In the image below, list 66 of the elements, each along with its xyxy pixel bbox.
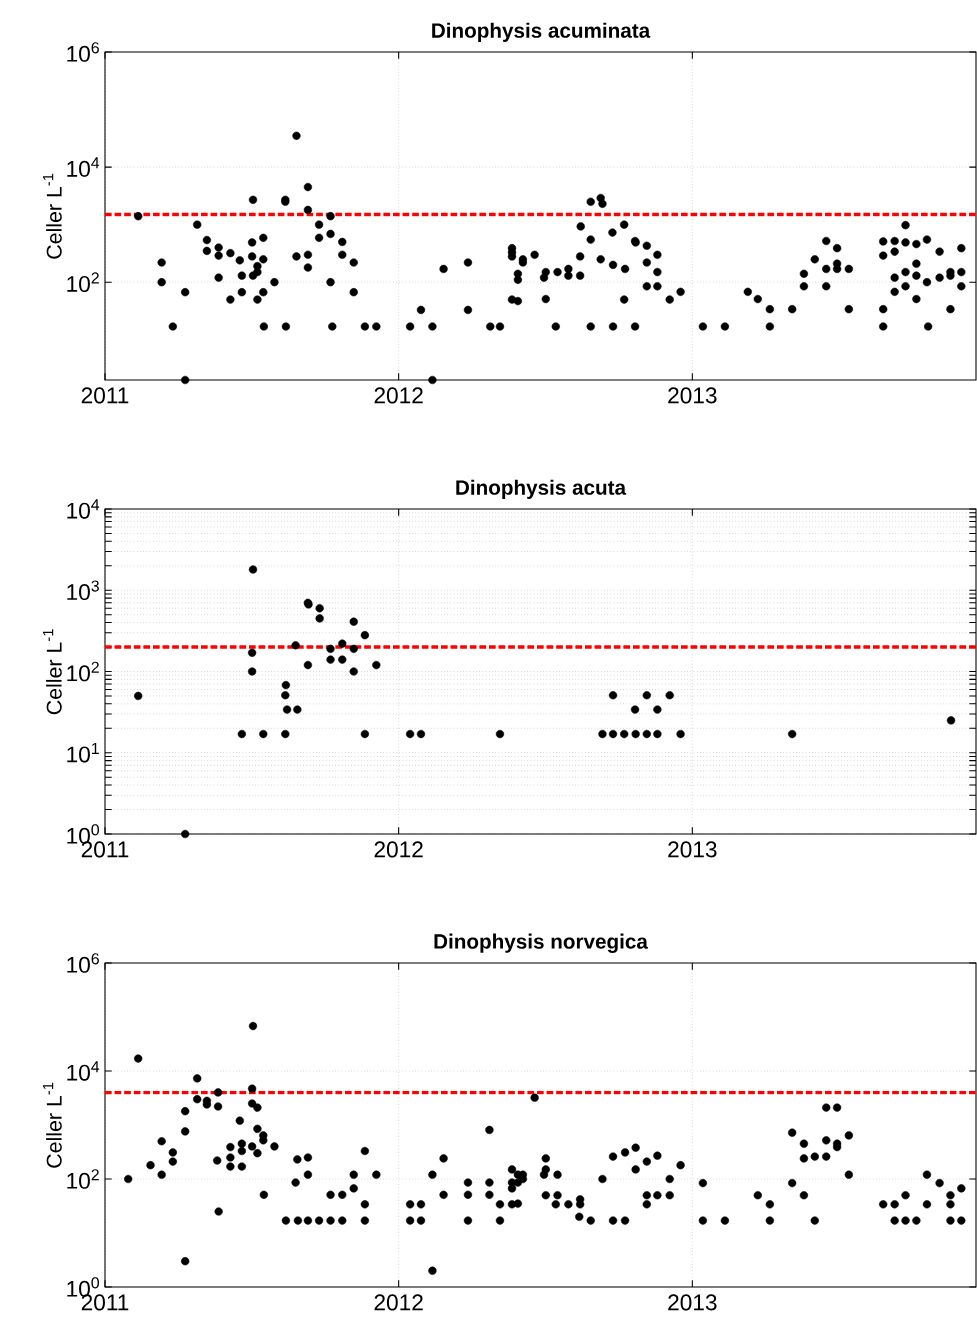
y-tick-label: 10$^{3}$ bbox=[67, 580, 99, 601]
point bbox=[608, 729, 618, 739]
point bbox=[281, 680, 291, 690]
y-tick-label: 10$^{6}$ bbox=[67, 953, 99, 973]
point bbox=[495, 729, 505, 739]
y-tick-label: 10$^{6}$ bbox=[67, 42, 99, 62]
point bbox=[631, 729, 640, 739]
point bbox=[630, 705, 640, 714]
y-tick-label: 10$^{2}$ bbox=[67, 1169, 99, 1189]
y-axis-title: Celler L$^{-1}$ bbox=[42, 629, 62, 715]
point bbox=[360, 729, 370, 739]
point bbox=[315, 604, 324, 613]
point bbox=[653, 705, 662, 714]
y-tick-label: 10$^{1}$ bbox=[67, 742, 99, 763]
chart-title: Dinophysis acuta bbox=[456, 479, 627, 499]
y-tick-label: 10$^{4}$ bbox=[67, 157, 100, 177]
point bbox=[349, 644, 358, 653]
point bbox=[608, 691, 618, 700]
point bbox=[326, 644, 335, 653]
y-axis-title: Celler L$^{-1}$ bbox=[42, 173, 62, 259]
point bbox=[281, 729, 290, 739]
point bbox=[642, 729, 651, 739]
x-tick-label: 2013 bbox=[668, 841, 717, 858]
point bbox=[416, 729, 426, 739]
point bbox=[360, 631, 370, 640]
point bbox=[676, 729, 685, 739]
point bbox=[598, 729, 607, 739]
point bbox=[338, 655, 347, 664]
x-tick-label: 2011 bbox=[81, 387, 129, 404]
point bbox=[315, 614, 324, 623]
point bbox=[946, 716, 956, 725]
x-tick-label: 2013 bbox=[668, 1294, 717, 1311]
y-tick-label: 10$^{2}$ bbox=[67, 272, 99, 293]
point bbox=[620, 729, 629, 739]
point bbox=[248, 565, 258, 574]
x-tick-label: 2012 bbox=[374, 1294, 423, 1311]
point bbox=[291, 641, 300, 650]
y-axis-title: Celler L$^{-1}$ bbox=[42, 1082, 62, 1168]
point bbox=[338, 639, 347, 648]
x-tick-label: 2013 bbox=[668, 387, 717, 404]
point bbox=[259, 729, 268, 739]
point bbox=[293, 705, 302, 714]
point bbox=[134, 691, 143, 701]
point bbox=[282, 705, 292, 714]
point bbox=[349, 667, 358, 676]
y-tick-label: 10$^{4}$ bbox=[67, 1061, 100, 1081]
x-tick-label: 2012 bbox=[374, 387, 423, 404]
point bbox=[237, 729, 246, 739]
y-tick-label: 10$^{2}$ bbox=[67, 661, 99, 682]
chart-title: Dinophysis norvegica bbox=[434, 933, 648, 953]
point bbox=[788, 729, 797, 739]
point bbox=[247, 667, 257, 676]
point bbox=[665, 691, 674, 700]
point bbox=[653, 729, 662, 739]
point bbox=[642, 691, 651, 700]
point bbox=[181, 829, 190, 839]
x-tick-label: 2012 bbox=[374, 841, 423, 858]
chart-title: Dinophysis acuminata bbox=[432, 22, 651, 42]
point bbox=[372, 660, 381, 670]
point bbox=[247, 648, 257, 657]
point bbox=[326, 655, 335, 664]
point bbox=[349, 617, 358, 626]
point bbox=[405, 729, 415, 739]
point bbox=[281, 691, 290, 700]
point bbox=[303, 660, 313, 670]
y-tick-label: 10$^{4}$ bbox=[67, 499, 100, 519]
